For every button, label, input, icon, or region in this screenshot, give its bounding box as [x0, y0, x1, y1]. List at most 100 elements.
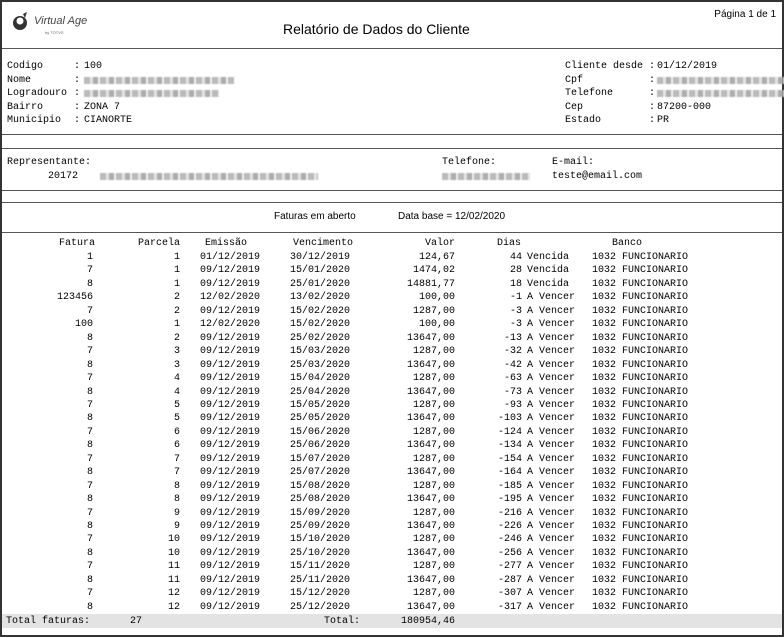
page-info: Página 1 de 1 [714, 9, 776, 20]
table-cell: 1 [173, 265, 180, 277]
virtual-age-logo: Virtual Age by TOTVS [10, 12, 90, 38]
field-label: Nome [7, 74, 32, 86]
table-cell: 09/12/2019 [200, 278, 261, 290]
table-cell: A Vencer [527, 332, 576, 344]
table-cell: A Vencer [527, 521, 576, 532]
field-colon: : [649, 115, 656, 126]
table-cell: 1032 [592, 426, 617, 438]
table-cell: 5 [173, 399, 180, 411]
table-cell: 8 [86, 521, 93, 532]
rep-email-label: E-mail: [552, 157, 595, 168]
totals-bar [2, 614, 782, 628]
table-cell: A Vencer [527, 453, 576, 465]
table-cell: 1032 [592, 547, 617, 559]
column-header: Banco [612, 238, 643, 249]
table-cell: 100 [74, 319, 93, 331]
table-cell: 25/02/2020 [290, 332, 351, 344]
table-cell: A Vencer [527, 574, 576, 586]
table-cell: 7 [173, 453, 180, 465]
table-cell: 09/12/2019 [200, 601, 261, 613]
table-cell: FUNCIONARIO [622, 305, 689, 317]
table-cell: 1032 [592, 521, 617, 532]
table-cell: A Vencer [527, 561, 576, 573]
table-cell: FUNCIONARIO [622, 547, 689, 559]
table-cell: 7 [86, 305, 93, 317]
table-cell: 28 [509, 265, 522, 277]
table-cell: 09/12/2019 [200, 346, 261, 358]
table-cell: 15/07/2020 [290, 453, 351, 465]
table-cell: A Vencer [527, 346, 576, 358]
table-cell: 3 [173, 359, 180, 371]
table-cell: 12/02/2020 [200, 319, 261, 331]
table-cell: 1032 [592, 346, 617, 358]
table-cell: 12/02/2020 [200, 292, 261, 304]
table-row: 7 2 09/12/2019 15/02/2020 1287,00 -3 A Vencer 1… [0, 306, 784, 319]
table-cell: FUNCIONARIO [622, 252, 689, 263]
table-row: 8 8 09/12/2019 25/08/2020 13647,00 -195 A Venc… [0, 494, 784, 507]
table-cell: 13647,00 [406, 359, 455, 371]
table-row: 8 9 09/12/2019 25/09/2020 13647,00 -226 A Venc… [0, 521, 784, 534]
table-cell: FUNCIONARIO [622, 426, 689, 438]
field-value: 01/12/2019 [657, 61, 718, 72]
invoices-title: Faturas em aberto [274, 211, 356, 222]
table-cell: -134 [497, 440, 522, 452]
field-label: Cep [565, 101, 584, 113]
column-header: Vencimento [293, 238, 354, 249]
table-cell: 09/12/2019 [200, 480, 261, 492]
table-cell: 09/12/2019 [200, 440, 261, 452]
table-cell: A Vencer [527, 386, 576, 398]
table-cell: 15/08/2020 [290, 480, 351, 492]
table-cell: 1287,00 [412, 588, 455, 600]
field-colon: : [74, 88, 81, 99]
table-cell: 25/01/2020 [290, 278, 351, 290]
table-cell: 1032 [592, 534, 617, 546]
table-cell: -226 [497, 521, 522, 532]
field-label: Bairro [7, 101, 44, 113]
field-colon: : [649, 74, 656, 86]
column-header: Fatura [58, 238, 95, 249]
field-label: Municipio [7, 115, 62, 126]
table-cell: 1032 [592, 278, 617, 290]
table-cell: 13647,00 [406, 440, 455, 452]
table-cell: 1 [173, 319, 180, 331]
representative-section [2, 148, 782, 191]
field-colon: : [74, 115, 81, 126]
table-cell: FUNCIONARIO [622, 480, 689, 492]
table-row: 7 1 09/12/2019 15/01/2020 1474,02 28 Vencida 10… [0, 265, 784, 278]
table-cell: 8 [86, 413, 93, 425]
table-cell: 25/04/2020 [290, 386, 351, 398]
table-row: 8 3 09/12/2019 25/03/2020 13647,00 -42 A Vence… [0, 360, 784, 373]
field-value-redacted [657, 76, 784, 84]
table-cell: 8 [86, 574, 93, 586]
table-cell: 09/12/2019 [200, 507, 261, 519]
table-cell: FUNCIONARIO [622, 453, 689, 465]
table-cell: 15/01/2020 [290, 265, 351, 277]
representative-label: Representante: [7, 157, 92, 168]
column-header: Valor [424, 238, 455, 249]
table-cell: -42 [503, 359, 522, 371]
table-cell: 13647,00 [406, 332, 455, 344]
table-cell: 1032 [592, 399, 617, 411]
table-cell: -317 [497, 601, 522, 613]
table-cell: 15/05/2020 [290, 399, 351, 411]
table-cell: A Vencer [527, 319, 576, 331]
table-cell: 25/07/2020 [290, 467, 351, 479]
table-cell: 100,00 [418, 319, 455, 331]
table-cell: 1032 [592, 588, 617, 600]
table-cell: FUNCIONARIO [622, 494, 689, 506]
table-cell: A Vencer [527, 373, 576, 385]
table-cell: 6 [173, 440, 180, 452]
table-cell: 12 [167, 588, 180, 600]
rep-phone-redacted [442, 173, 530, 180]
logo-subtext: by TOTVS [45, 30, 64, 35]
table-cell: 1287,00 [412, 305, 455, 317]
table-cell: 7 [86, 426, 93, 438]
table-cell: 10 [167, 547, 180, 559]
table-cell: 1287,00 [412, 507, 455, 519]
table-cell: 7 [86, 346, 93, 358]
table-row: 7 4 09/12/2019 15/04/2020 1287,00 -63 A Vencer… [0, 373, 784, 386]
table-cell: 8 [173, 480, 180, 492]
table-cell: 7 [86, 588, 93, 600]
table-cell: 15/12/2020 [290, 588, 351, 600]
